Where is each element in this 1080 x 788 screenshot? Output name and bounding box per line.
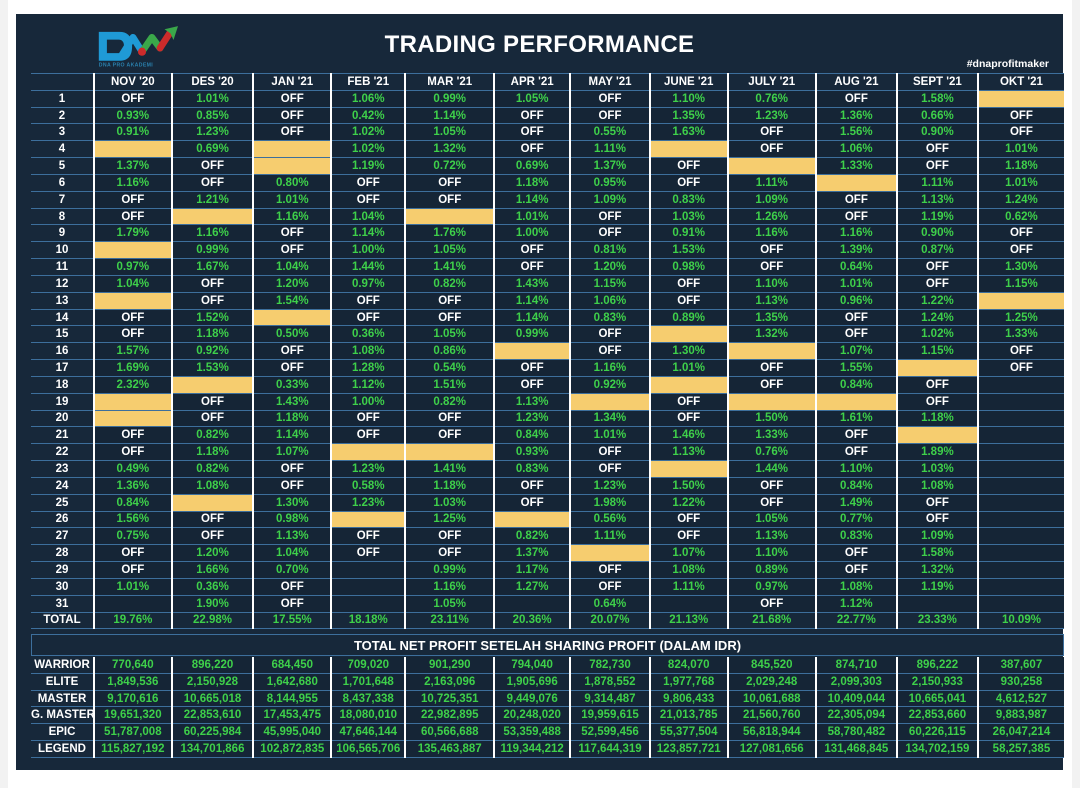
svg-text:DNA PRO AKADEMI: DNA PRO AKADEMI bbox=[99, 63, 153, 69]
